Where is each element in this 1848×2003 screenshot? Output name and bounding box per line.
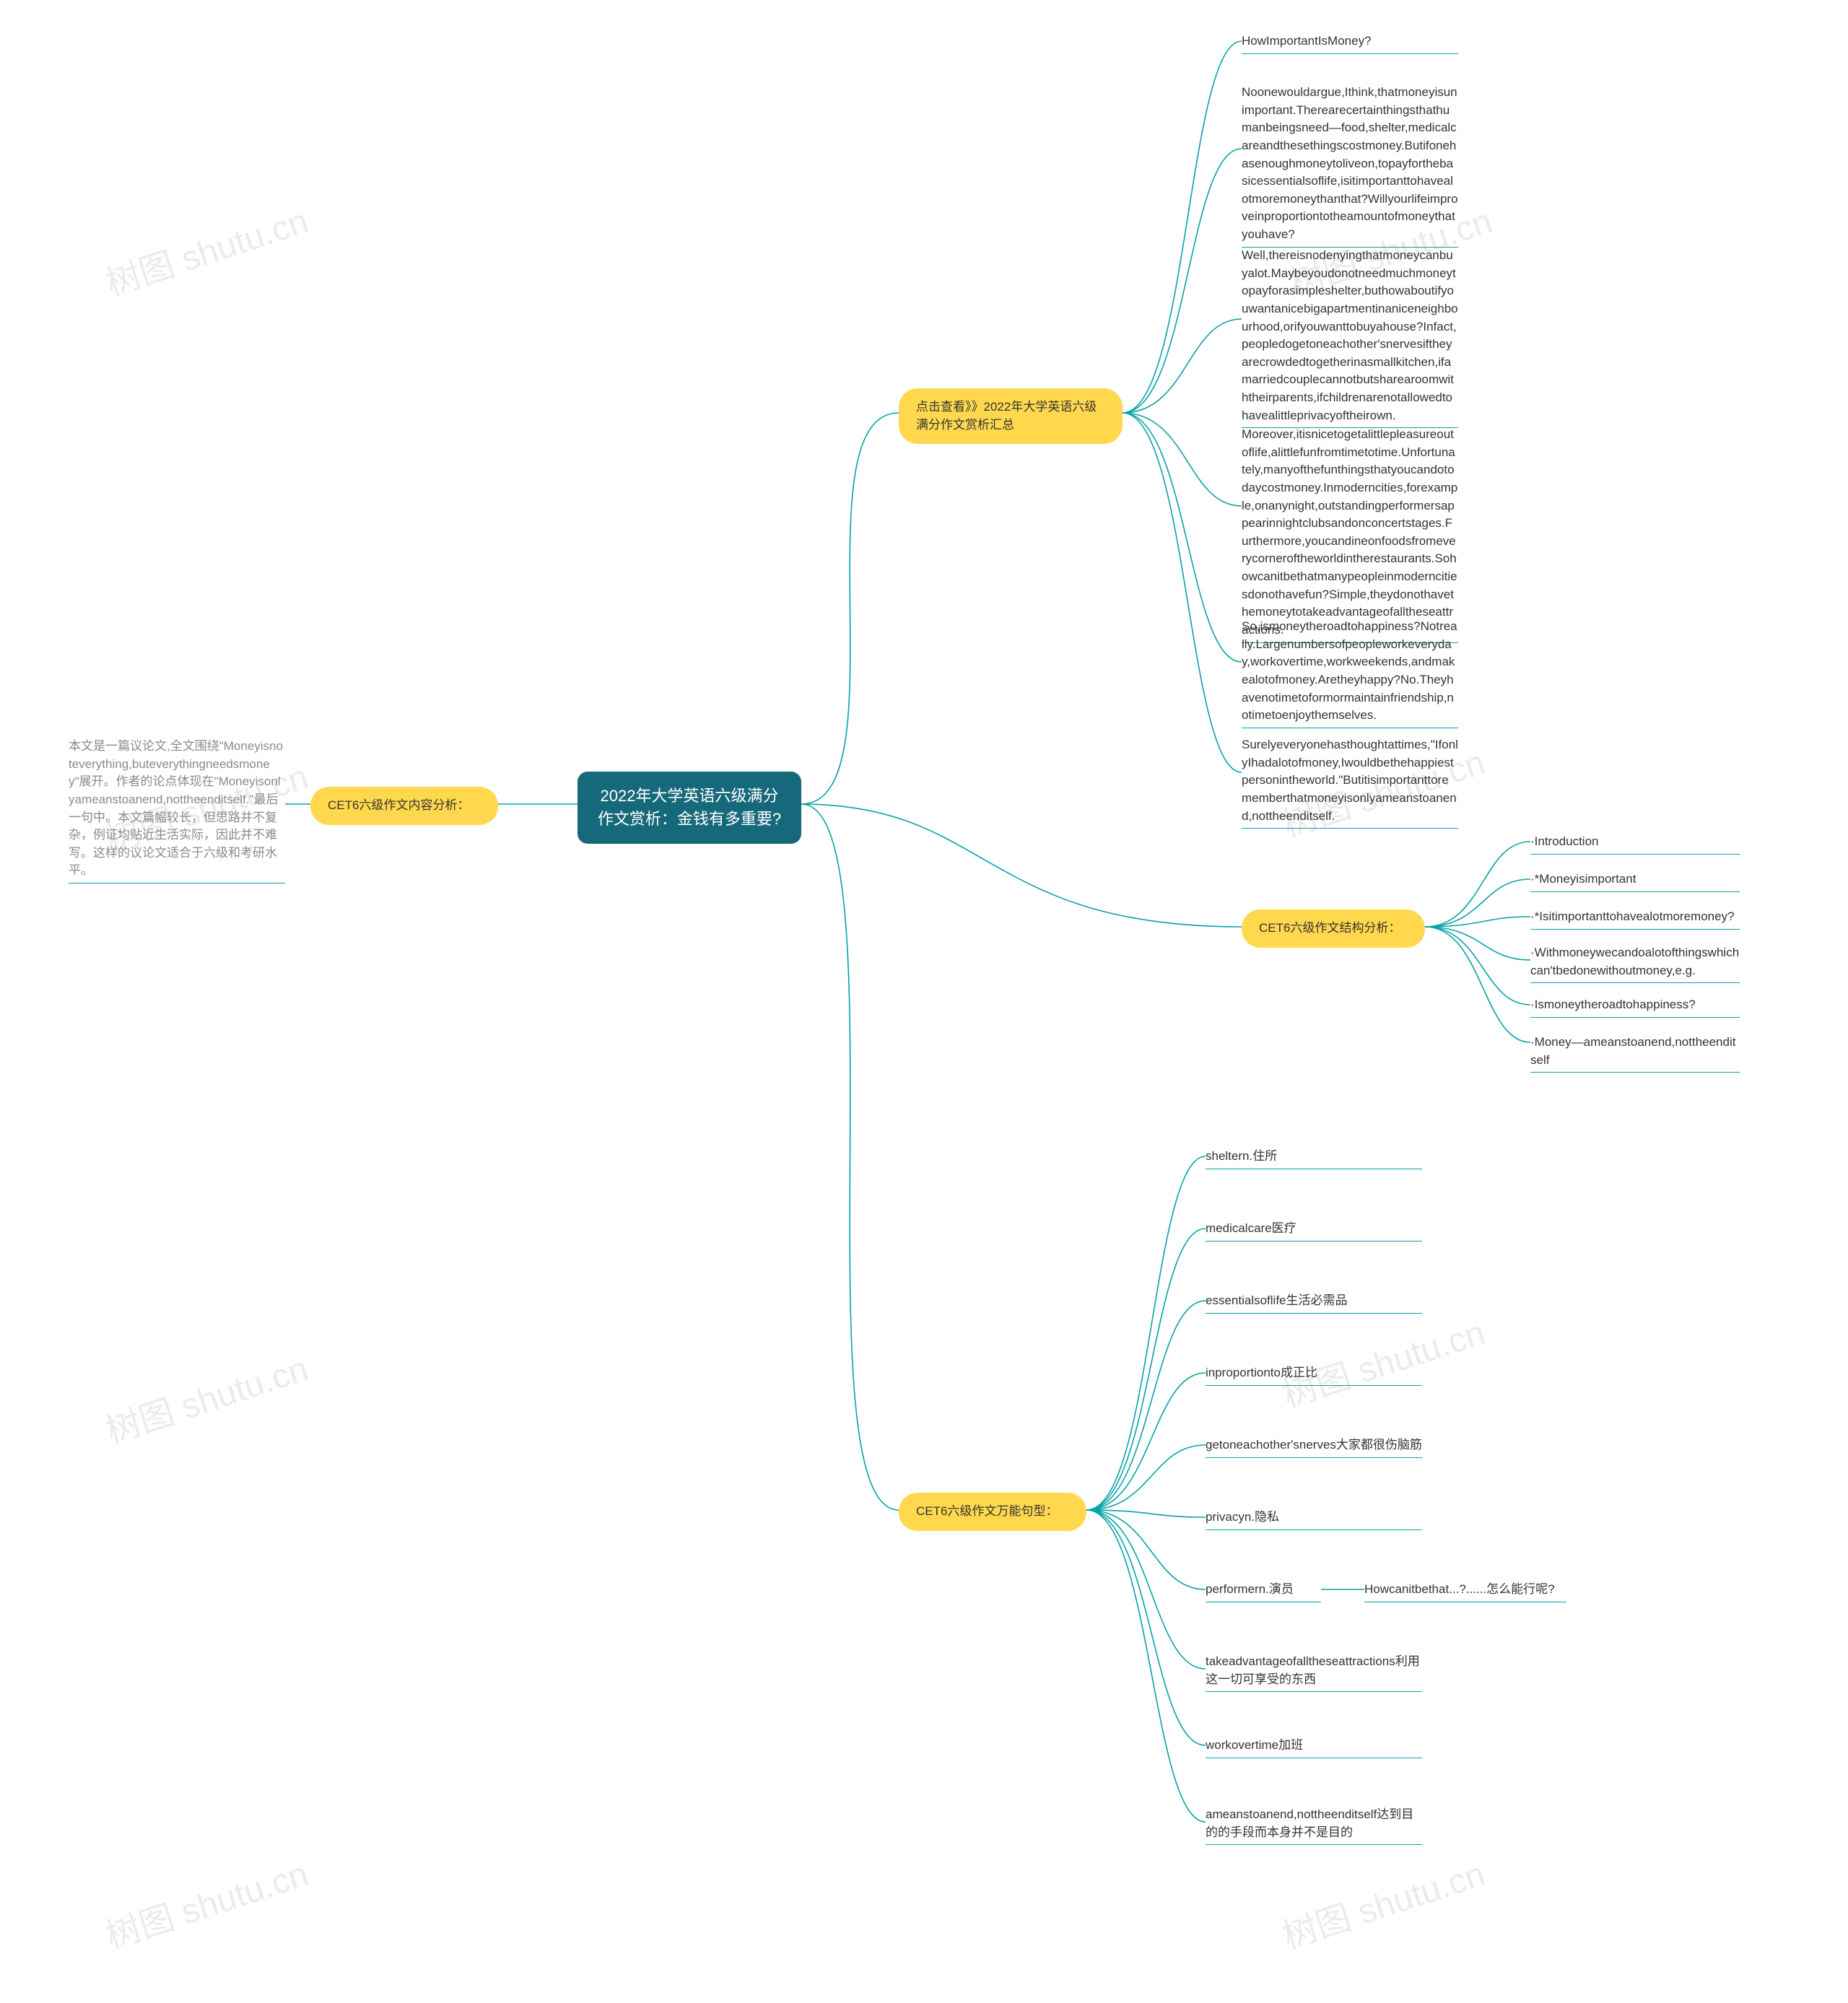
b3-leaf-2: essentialsoflife生活必需品 xyxy=(1206,1292,1422,1314)
b2-leaf-3: ·Withmoneywecandoalotofthingswhichcan'tb… xyxy=(1530,944,1740,983)
b2-leaf-4: ·Ismoneytheroadtohappiness? xyxy=(1530,996,1740,1018)
branch1-link-node[interactable]: 点击查看》》2022年大学英语六级满分作文赏析汇总 xyxy=(899,388,1123,444)
watermark: 树图 shutu.cn xyxy=(1275,1846,1490,1958)
b1-leaf-1: Noonewouldargue,Ithink,thatmoneyisunimpo… xyxy=(1242,84,1458,248)
b2-leaf-0: ·Introduction xyxy=(1530,833,1740,855)
b3-leaf-0: sheltern.住所 xyxy=(1206,1148,1422,1169)
b2-leaf-1: ·*Moneyisimportant xyxy=(1530,870,1740,892)
watermark: 树图 shutu.cn xyxy=(98,1340,313,1453)
b3-leaf-4: getoneachother'snerves大家都很伤脑筋 xyxy=(1206,1436,1422,1458)
b3-leaf-8: workovertime加班 xyxy=(1206,1737,1422,1758)
b3-leaf-9: ameanstoanend,nottheenditself达到目的的手段而本身并… xyxy=(1206,1806,1422,1845)
branch2-structure-node[interactable]: CET6六级作文结构分析： xyxy=(1242,909,1425,948)
b1-leaf-0: HowImportantIsMoney? xyxy=(1242,32,1458,54)
watermark: 树图 shutu.cn xyxy=(1275,1304,1490,1417)
b3-leaf-3: inproportionto成正比 xyxy=(1206,1364,1422,1386)
branch3-sentence-node[interactable]: CET6六级作文万能句型： xyxy=(899,1493,1086,1531)
b3-leaf-6-child: Howcanitbethat...?......怎么能行呢? xyxy=(1364,1581,1566,1602)
left-analysis-leaf: 本文是一篇议论文,全文围绕"Moneyisnoteverything,butev… xyxy=(69,738,285,883)
b1-leaf-3: Moreover,itisnicetogetalittlepleasureout… xyxy=(1242,426,1458,643)
b3-leaf-6: performern.演员 xyxy=(1206,1581,1321,1602)
left-analysis-node[interactable]: CET6六级作文内容分析： xyxy=(310,787,498,825)
root-node[interactable]: 2022年大学英语六级满分作文赏析：金钱有多重要? xyxy=(578,772,801,844)
b1-leaf-2: Well,thereisnodenyingthatmoneycanbuyalot… xyxy=(1242,247,1458,428)
b3-leaf-7: takeadvantageofalltheseattractions利用这一切可… xyxy=(1206,1653,1422,1692)
b2-leaf-2: ·*Isitimportanttohavealotmoremoney? xyxy=(1530,908,1740,930)
b2-leaf-5: ·Money—ameanstoanend,nottheenditself xyxy=(1530,1034,1740,1073)
b1-leaf-5: Surelyeveryonehasthoughtattimes,"IfonlyI… xyxy=(1242,736,1458,829)
b1-leaf-4: So,ismoneytheroadtohappiness?Notreally.L… xyxy=(1242,618,1458,728)
b3-leaf-5: privacyn.隐私 xyxy=(1206,1509,1422,1530)
b3-leaf-1: medicalcare医疗 xyxy=(1206,1220,1422,1241)
watermark: 树图 shutu.cn xyxy=(98,193,313,305)
watermark: 树图 shutu.cn xyxy=(98,1846,313,1958)
